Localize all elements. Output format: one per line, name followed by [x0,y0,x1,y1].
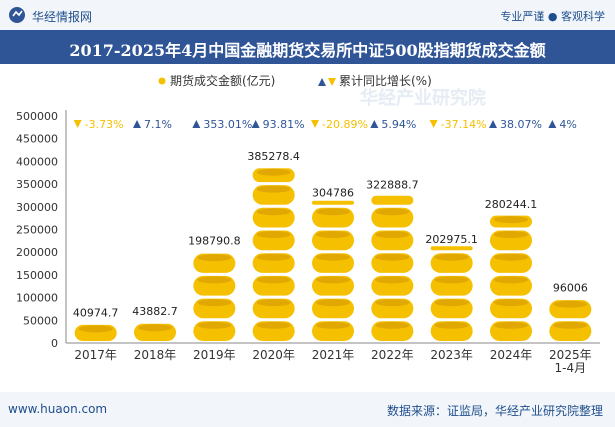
chart-title: 2017-2025年4月中国金融期货交易所中证500股指期货成交金额 [69,41,546,60]
bar-5 [371,195,414,341]
y-tick-label: 100000 [16,292,58,305]
x-tick-label: 2021年 [312,348,355,362]
footer-bar [0,392,615,427]
growth-up-triangle [133,120,141,128]
growth-label: 38.07% [500,118,542,131]
x-tick-label: 2017年 [74,348,117,362]
y-tick-label: 450000 [16,133,58,146]
growth-up-triangle [489,120,497,128]
footer-source: 数据来源：证监局，华经产业研究院整理 [386,404,603,418]
y-tick-label: 500000 [16,110,58,123]
growth-up-triangle [251,120,260,128]
brand-logo-icon [9,7,25,23]
bar-8 [549,300,592,341]
x-tick-label: 1-4月 [555,361,587,375]
growth-label: -20.89% [322,118,368,131]
growth-label: 93.81% [263,118,305,131]
x-tick-label: 2020年 [252,348,295,362]
header-slogan: 专业严谨 ● 客观科学 [500,10,605,23]
y-tick-label: 50000 [23,314,58,327]
growth-down-triangle [73,120,82,128]
growth-up-triangle [548,120,557,128]
bar-value-label: 304786 [312,187,354,200]
y-tick-label: 200000 [16,246,58,259]
growth-label: -3.73% [85,118,124,131]
bar-2 [193,253,236,341]
x-tick-label: 2025年 [549,348,592,362]
growth-down-triangle [429,120,438,128]
bar-value-label: 43882.7 [132,305,178,318]
bar-value-label: 280244.1 [485,198,538,211]
top-bar [0,0,615,30]
y-tick-label: 300000 [16,201,58,214]
bar-4 [312,200,354,341]
growth-label: 7.1% [144,118,172,131]
y-tick-label: 250000 [16,224,58,237]
x-tick-label: 2022年 [371,348,414,362]
bar-7 [490,215,532,341]
y-tick-label: 350000 [16,178,58,191]
watermark-text: 华经产业研究院 [360,87,486,109]
legend-down-triangle [328,78,336,86]
brand-name: 华经情报网 [32,10,93,24]
x-tick-label: 2024年 [490,348,533,362]
growth-up-triangle [370,120,379,128]
growth-down-triangle [311,120,319,128]
y-tick-label: 150000 [16,269,58,282]
bar-value-label: 40974.7 [73,306,119,319]
x-tick-label: 2023年 [430,348,473,362]
bar-6 [430,246,473,341]
growth-label: 5.94% [381,118,416,131]
legend-coin-marker [158,77,166,85]
x-tick-label: 2019年 [193,348,236,362]
legend-label-amount: 期货成交金额(亿元) [170,73,275,88]
bar-value-label: 202975.1 [425,233,478,246]
bar-value-label: 385278.4 [247,150,300,163]
bar-value-label: 322888.7 [366,178,419,191]
y-tick-label: 400000 [16,155,58,168]
bar-3 [252,168,295,341]
bar-1 [134,323,176,341]
bar-0 [74,324,117,341]
growth-label: 353.01% [203,118,252,131]
legend-up-triangle [318,78,326,86]
legend-label-growth: 累计同比增长(%) [339,74,432,88]
bar-value-label: 198790.8 [188,235,241,248]
footer-website[interactable]: www.huaon.com [8,402,108,416]
bar-value-label: 96006 [553,281,588,294]
growth-label: 4% [559,118,576,131]
growth-label: -37.14% [441,118,487,131]
title-band [0,30,615,64]
chart-area: 华经产业研究院 期货成交金额(亿元) 累计同比增长(%) 0 50000 100000 15… [16,73,600,375]
x-tick-label: 2018年 [134,348,177,362]
growth-up-triangle [192,120,201,128]
y-tick-label: 0 [51,337,58,350]
